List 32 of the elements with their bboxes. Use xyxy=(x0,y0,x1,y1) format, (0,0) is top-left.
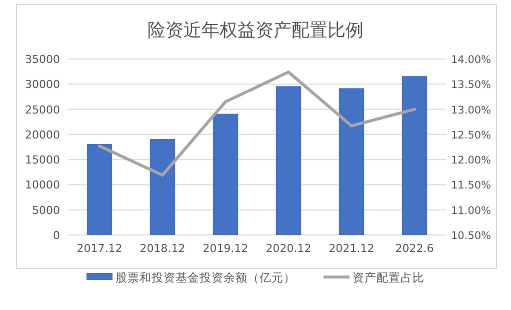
y-tick-label: 35000 xyxy=(25,53,60,66)
bar xyxy=(150,138,176,235)
bar xyxy=(86,144,112,235)
bar xyxy=(338,88,364,235)
y2-tick-label: 11.50% xyxy=(451,180,492,192)
bar xyxy=(402,76,428,235)
x-tick-label: 2021.12 xyxy=(328,242,374,255)
x-tick-label: 2020.12 xyxy=(266,242,312,255)
chart-title: 险资近年权益资产配置比例 xyxy=(148,20,364,41)
y2-tick-label: 11.00% xyxy=(451,204,492,217)
y2-tick-label: 13.00% xyxy=(451,104,492,116)
y-tick-label: 30000 xyxy=(25,78,60,92)
y2-tick-label: 13.50% xyxy=(451,79,492,92)
y2-tick-label: 14.00% xyxy=(451,54,492,66)
bar xyxy=(212,114,238,235)
legend-label: 股票和投资基金投资余额（亿元） xyxy=(116,270,296,284)
y2-tick-label: 12.00% xyxy=(451,154,492,167)
y-tick-label: 5000 xyxy=(32,204,60,217)
y-tick-label: 0 xyxy=(53,229,60,242)
bar xyxy=(276,86,302,235)
y-tick-label: 25000 xyxy=(25,103,60,116)
legend-label: 资产配置占比 xyxy=(352,270,424,284)
line-series xyxy=(98,70,416,177)
y-tick-label: 10000 xyxy=(25,178,60,192)
y-tick-label: 15000 xyxy=(25,154,60,167)
y2-tick-label: 10.50% xyxy=(451,230,492,242)
y2-tick-label: 12.50% xyxy=(451,129,492,142)
y-tick-label: 20000 xyxy=(25,128,60,142)
x-tick-label: 2018.12 xyxy=(140,242,186,255)
x-tick-label: 2022.6 xyxy=(395,242,434,255)
x-tick-label: 2017.12 xyxy=(76,242,122,255)
x-tick-label: 2019.12 xyxy=(202,242,248,255)
